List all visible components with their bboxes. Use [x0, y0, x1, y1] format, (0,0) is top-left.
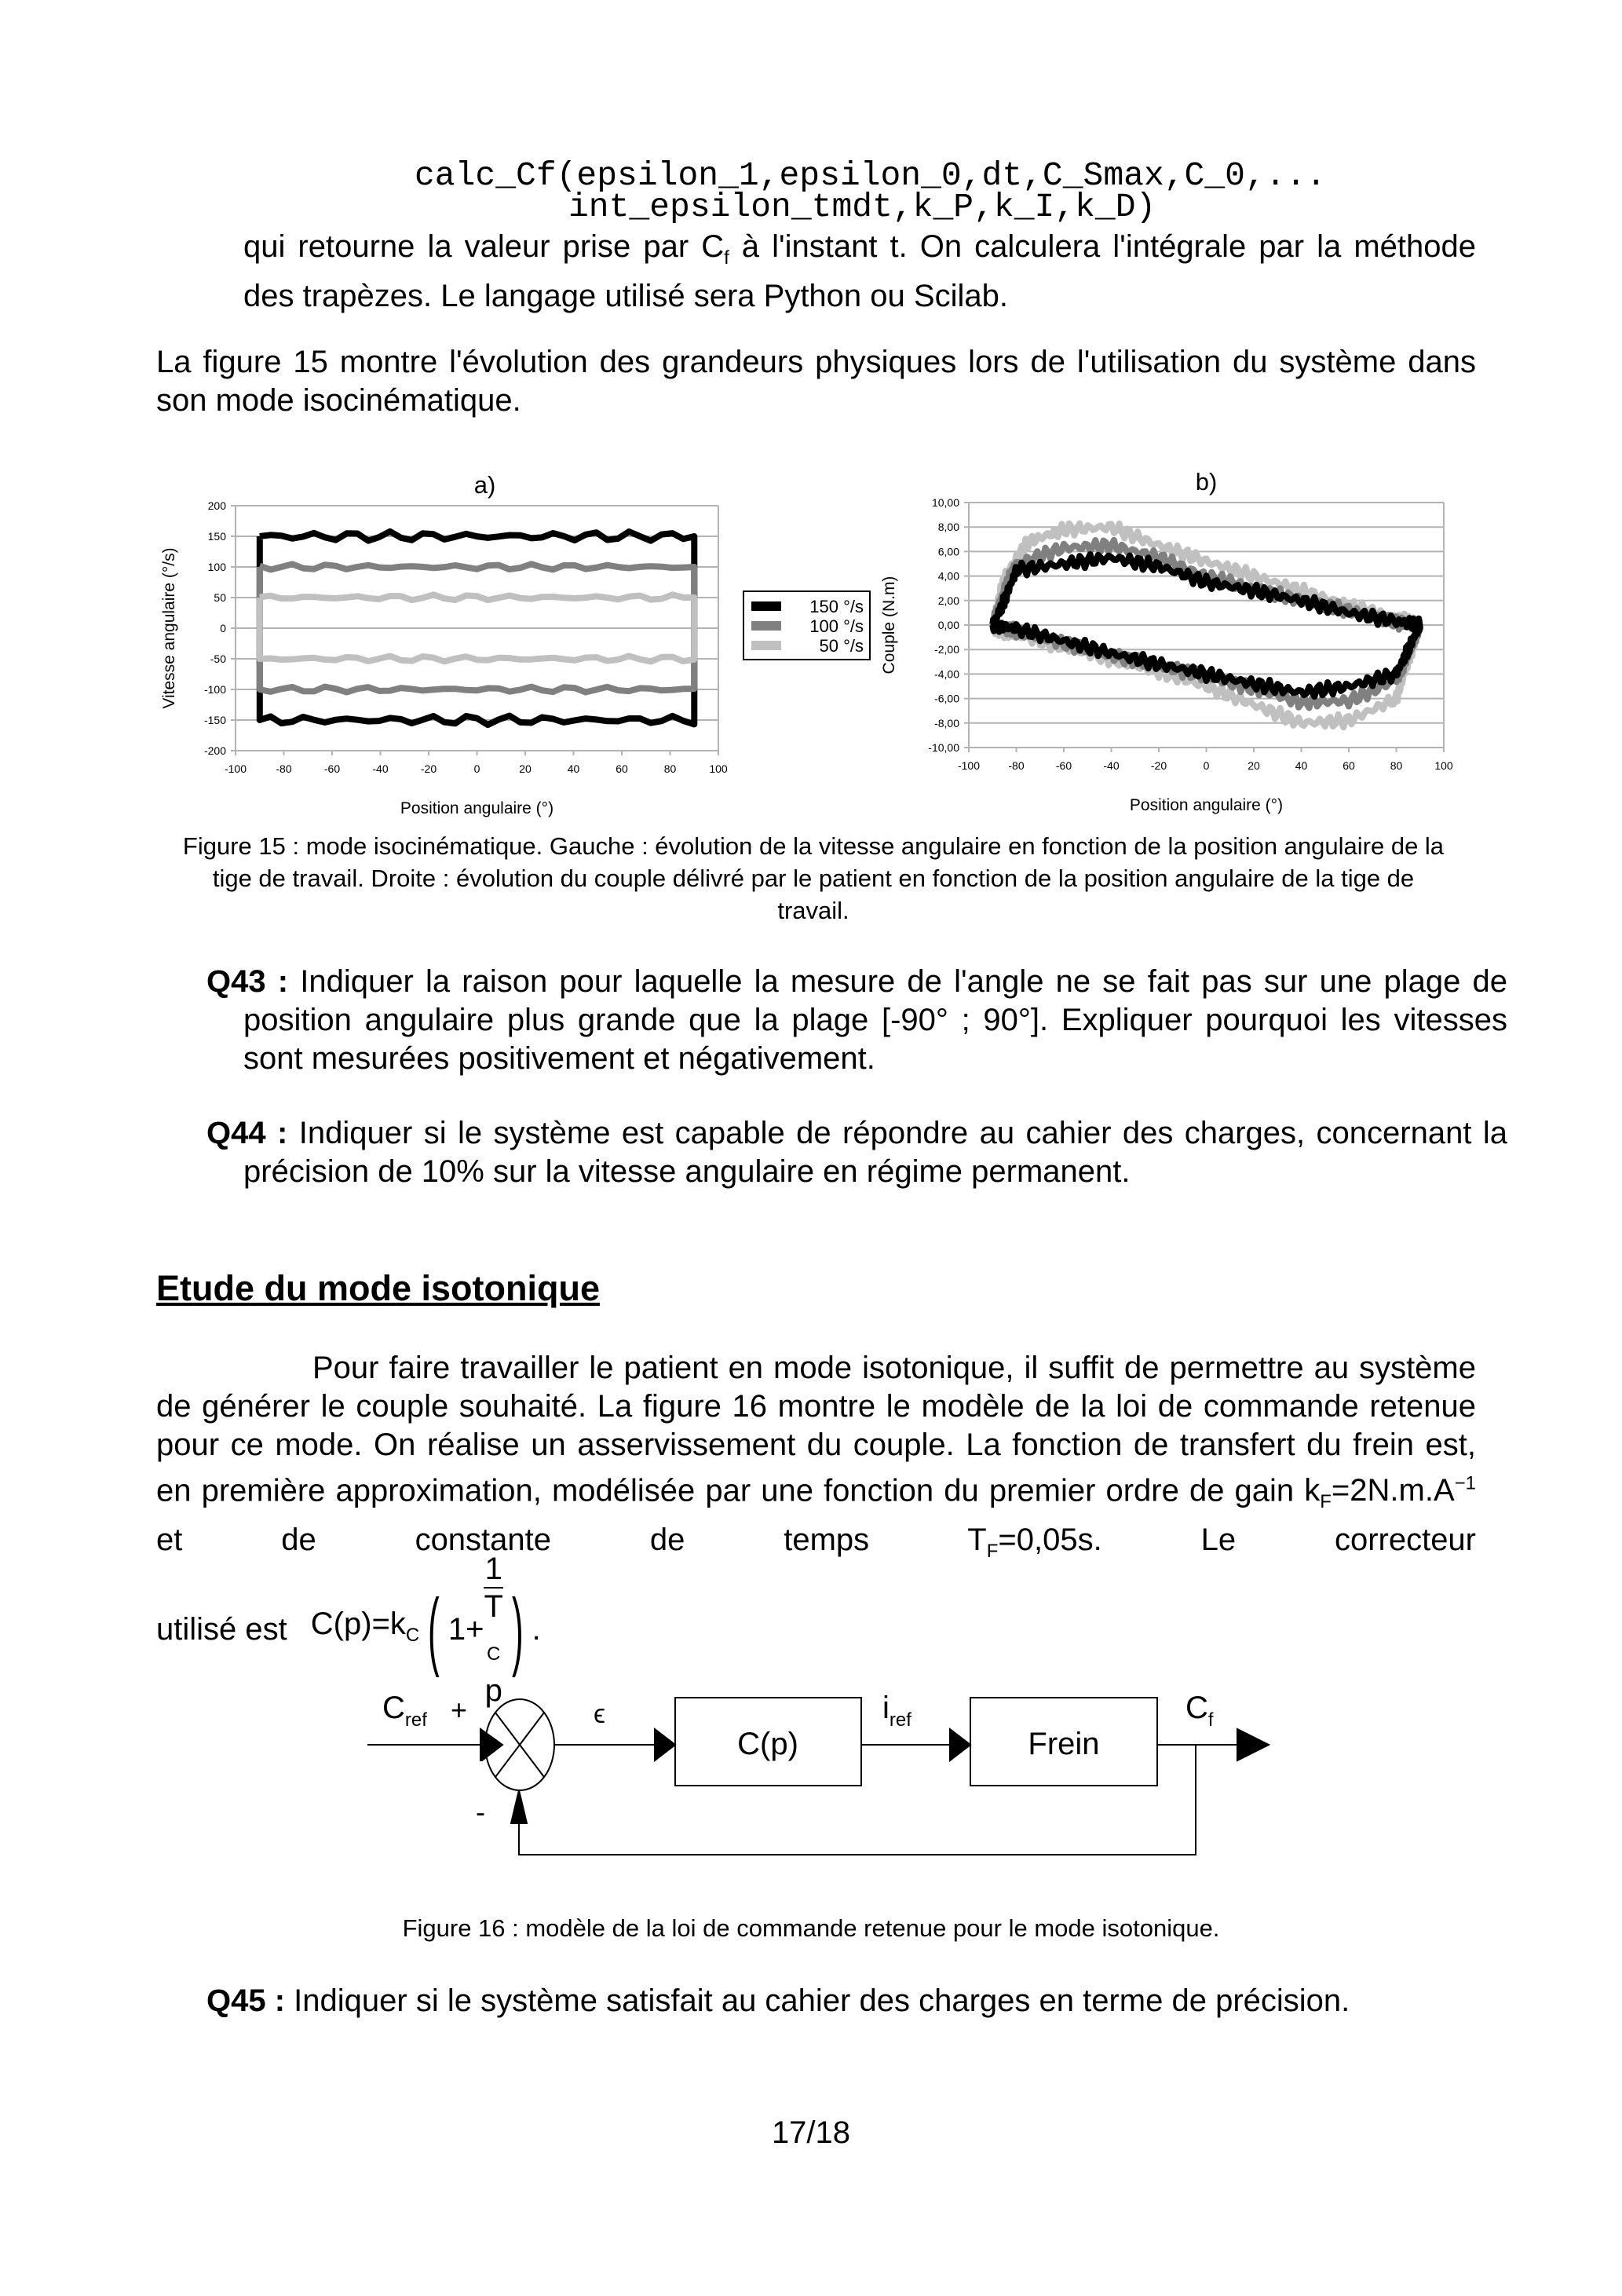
math-cp: C(p)=kC	[310, 1607, 420, 1646]
x-tick-label: -100	[225, 762, 247, 775]
y-tick-label: 2,00	[938, 594, 959, 607]
block-correcteur-label: C(p)	[737, 1727, 798, 1761]
y-tick-label: 10,00	[932, 496, 959, 509]
block-frein	[970, 1697, 1158, 1786]
svg-text:iref: iref	[882, 1691, 911, 1731]
paragraph-return-value: qui retourne la valeur prise par Cf à l'…	[243, 228, 1476, 316]
y-tick-label: -6,00	[934, 693, 959, 705]
block-frein-label: Frein	[1028, 1727, 1099, 1761]
svg-text:Cf: Cf	[1185, 1691, 1214, 1731]
page-number: 17/18	[771, 2115, 851, 2150]
x-tick-label: -60	[324, 762, 340, 775]
legend-label: 100 °/s	[809, 616, 864, 636]
x-tick-label: -40	[372, 762, 388, 775]
minus-sign: -	[476, 1796, 485, 1828]
math-kf: kF=2N.m.A−1	[1304, 1473, 1476, 1513]
arrow-icon	[510, 1790, 528, 1824]
paragraph-figure-15-intro: La figure 15 montre l'évolution des gran…	[156, 345, 1476, 418]
x-tick-label: -20	[421, 762, 437, 775]
chart-title: b)	[1196, 468, 1218, 495]
epsilon-label: ϵ	[594, 1699, 605, 1729]
y-tick-label: 6,00	[938, 545, 959, 558]
y-tick-label: 0,00	[938, 619, 959, 631]
x-axis-label: Position angulaire (°)	[400, 799, 553, 817]
arrow-icon	[480, 1727, 504, 1761]
y-tick-label: 150	[208, 530, 227, 543]
text: qui retourne la valeur prise par	[243, 229, 702, 264]
figure-16-block-diagram: Cref + - ϵ C(p) iref Frein Cf	[367, 1691, 1271, 1855]
series-line-series-2	[989, 551, 1423, 700]
y-tick-label: 0	[220, 622, 226, 634]
x-tick-label: 0	[474, 762, 480, 775]
figure-16-caption: Figure 16 : modèle de la loi de commande…	[402, 1914, 1220, 1942]
arrow-icon	[654, 1727, 677, 1763]
y-tick-label: -4,00	[934, 667, 959, 680]
math-tf: TF=0,05s	[967, 1523, 1094, 1563]
arrow-icon	[1237, 1727, 1271, 1762]
question-45: Q45 : Indiquer si le système satisfait a…	[206, 1983, 1350, 2018]
x-tick-label: 40	[1295, 759, 1308, 772]
y-tick-label: 8,00	[938, 521, 959, 533]
x-tick-label: 20	[519, 762, 532, 775]
section-heading: Etude du mode isotonique	[156, 1268, 600, 1308]
y-tick-label: -200	[204, 744, 226, 757]
legend-label: 50 °/s	[820, 636, 864, 656]
x-tick-label: -40	[1103, 759, 1119, 772]
math-cf: Cf	[701, 229, 729, 269]
figure-15-caption: Figure 15 : mode isocinématique. Gauche …	[182, 832, 1445, 924]
arrow-icon	[949, 1727, 972, 1763]
x-tick-label: 20	[1248, 759, 1260, 772]
x-tick-label: 100	[709, 762, 728, 775]
x-tick-label: 60	[616, 762, 628, 775]
x-tick-label: 0	[1204, 759, 1210, 772]
question-43: Q43 : Indiquer la raison pour laquelle l…	[206, 964, 1507, 1076]
legend-swatch	[751, 621, 781, 631]
y-tick-label: 50	[214, 591, 226, 604]
block-correcteur	[674, 1697, 862, 1786]
y-tick-label: -10,00	[928, 741, 959, 754]
x-tick-label: -80	[276, 762, 291, 775]
svg-text:Cref: Cref	[382, 1691, 427, 1731]
legend-swatch	[751, 641, 781, 650]
y-tick-label: -8,00	[934, 717, 959, 729]
y-tick-label: 100	[208, 561, 227, 573]
x-tick-label: 60	[1343, 759, 1355, 772]
y-axis-label: Vitesse angulaire (°/s)	[160, 547, 178, 708]
series-line-50-s	[256, 591, 698, 665]
x-tick-label: 80	[1390, 759, 1403, 772]
text: à l'instant t. On calculera l'intégrale …	[243, 229, 1476, 313]
x-tick-label: -80	[1008, 759, 1024, 772]
x-tick-label: -100	[958, 759, 980, 772]
x-tick-label: 80	[664, 762, 677, 775]
paragraph-isotonique: Pour faire travailler le patient en mode…	[156, 1351, 1477, 1563]
y-tick-label: 200	[208, 499, 227, 512]
code-line-1: calc_Cf(epsilon_1,epsilon_0,dt,C_Smax,C_…	[415, 156, 1327, 195]
x-tick-label: -20	[1151, 759, 1167, 772]
chart-title: a)	[474, 471, 496, 499]
x-tick-label: 40	[568, 762, 580, 775]
y-axis-label: Couple (N.m)	[880, 576, 898, 675]
x-tick-label: -60	[1056, 759, 1072, 772]
y-tick-label: 4,00	[938, 570, 959, 583]
y-tick-label: -2,00	[934, 643, 959, 656]
question-44: Q44 : Indiquer si le système est capable…	[206, 1116, 1508, 1189]
legend-label: 150 °/s	[809, 597, 864, 616]
legend-swatch	[751, 601, 781, 611]
y-tick-label: -100	[204, 683, 226, 696]
plus-sign: +	[451, 1694, 467, 1726]
y-tick-label: -150	[204, 714, 226, 726]
x-tick-label: 100	[1434, 759, 1453, 772]
x-axis-label: Position angulaire (°)	[1130, 796, 1283, 814]
code-line-2: int_epsilon_tmdt,k_P,k_I,k_D)	[568, 188, 1156, 226]
y-tick-label: -50	[210, 653, 226, 665]
